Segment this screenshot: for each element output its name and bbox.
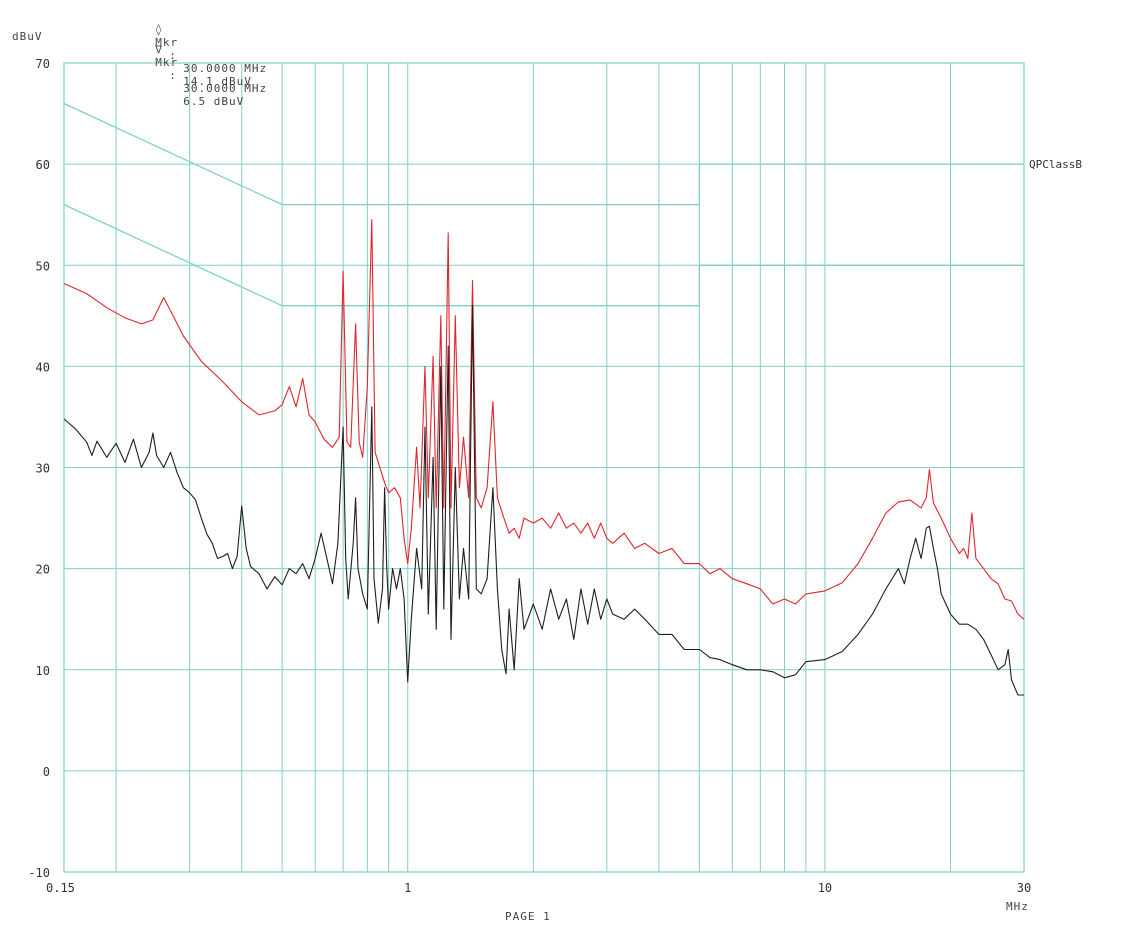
y-tick-label: 40	[36, 360, 50, 374]
marker-readout-2: ∇ Mkr : 30.0000 MHz 6.5 dBuV	[140, 30, 267, 108]
marker-2-frequency: 30.0000 MHz	[183, 82, 268, 95]
marker-2-sep: :	[169, 69, 177, 82]
marker-2-level: 6.5 dBuV	[183, 95, 245, 108]
y-tick-label: 20	[36, 563, 50, 577]
y-tick-label: 60	[36, 158, 50, 172]
measurement-traces	[63, 219, 1025, 696]
marker-1-sep: :	[169, 49, 177, 62]
limit-line	[63, 204, 1024, 307]
page-label: PAGE 1	[505, 910, 551, 923]
marker-1-frequency: 30.0000 MHz	[183, 62, 268, 75]
limit-line	[63, 102, 1024, 206]
limit-lines	[63, 102, 1024, 307]
axis-labels: 70 60 50 40 30 20 10 0 -100.15 1 10 30 QPClassB	[28, 57, 1082, 895]
x-tick-label: 10	[818, 881, 832, 895]
peak-trace	[63, 219, 1025, 620]
y-tick-label: -10	[28, 866, 50, 880]
marker-1-symbol: ◊	[155, 23, 163, 36]
plot-border	[63, 62, 1025, 873]
marker-2-label: Mkr	[155, 56, 179, 69]
y-axis-unit-label: dBuV	[12, 30, 43, 43]
x-tick-label: 0.15	[46, 881, 75, 895]
marker-readout-1: ◊ Mkr : 30.0000 MHz 14.1 dBuV	[140, 10, 267, 88]
marker-2-symbol: ∇	[155, 43, 163, 56]
y-tick-label: 10	[36, 664, 50, 678]
y-tick-label: 50	[36, 259, 50, 273]
marker-1-label: Mkr	[155, 36, 179, 49]
x-tick-label: 1	[404, 881, 411, 895]
x-tick-label: 30	[1017, 881, 1031, 895]
y-tick-label: 0	[43, 765, 50, 779]
plot-grid	[63, 62, 1025, 873]
average-trace	[63, 305, 1024, 696]
x-axis-unit-label: MHz	[1006, 900, 1029, 913]
marker-1-level: 14.1 dBuV	[183, 75, 252, 88]
y-tick-label: 30	[36, 462, 50, 476]
limit-label: QPClassB	[1029, 158, 1082, 171]
y-tick-label: 70	[36, 57, 50, 71]
